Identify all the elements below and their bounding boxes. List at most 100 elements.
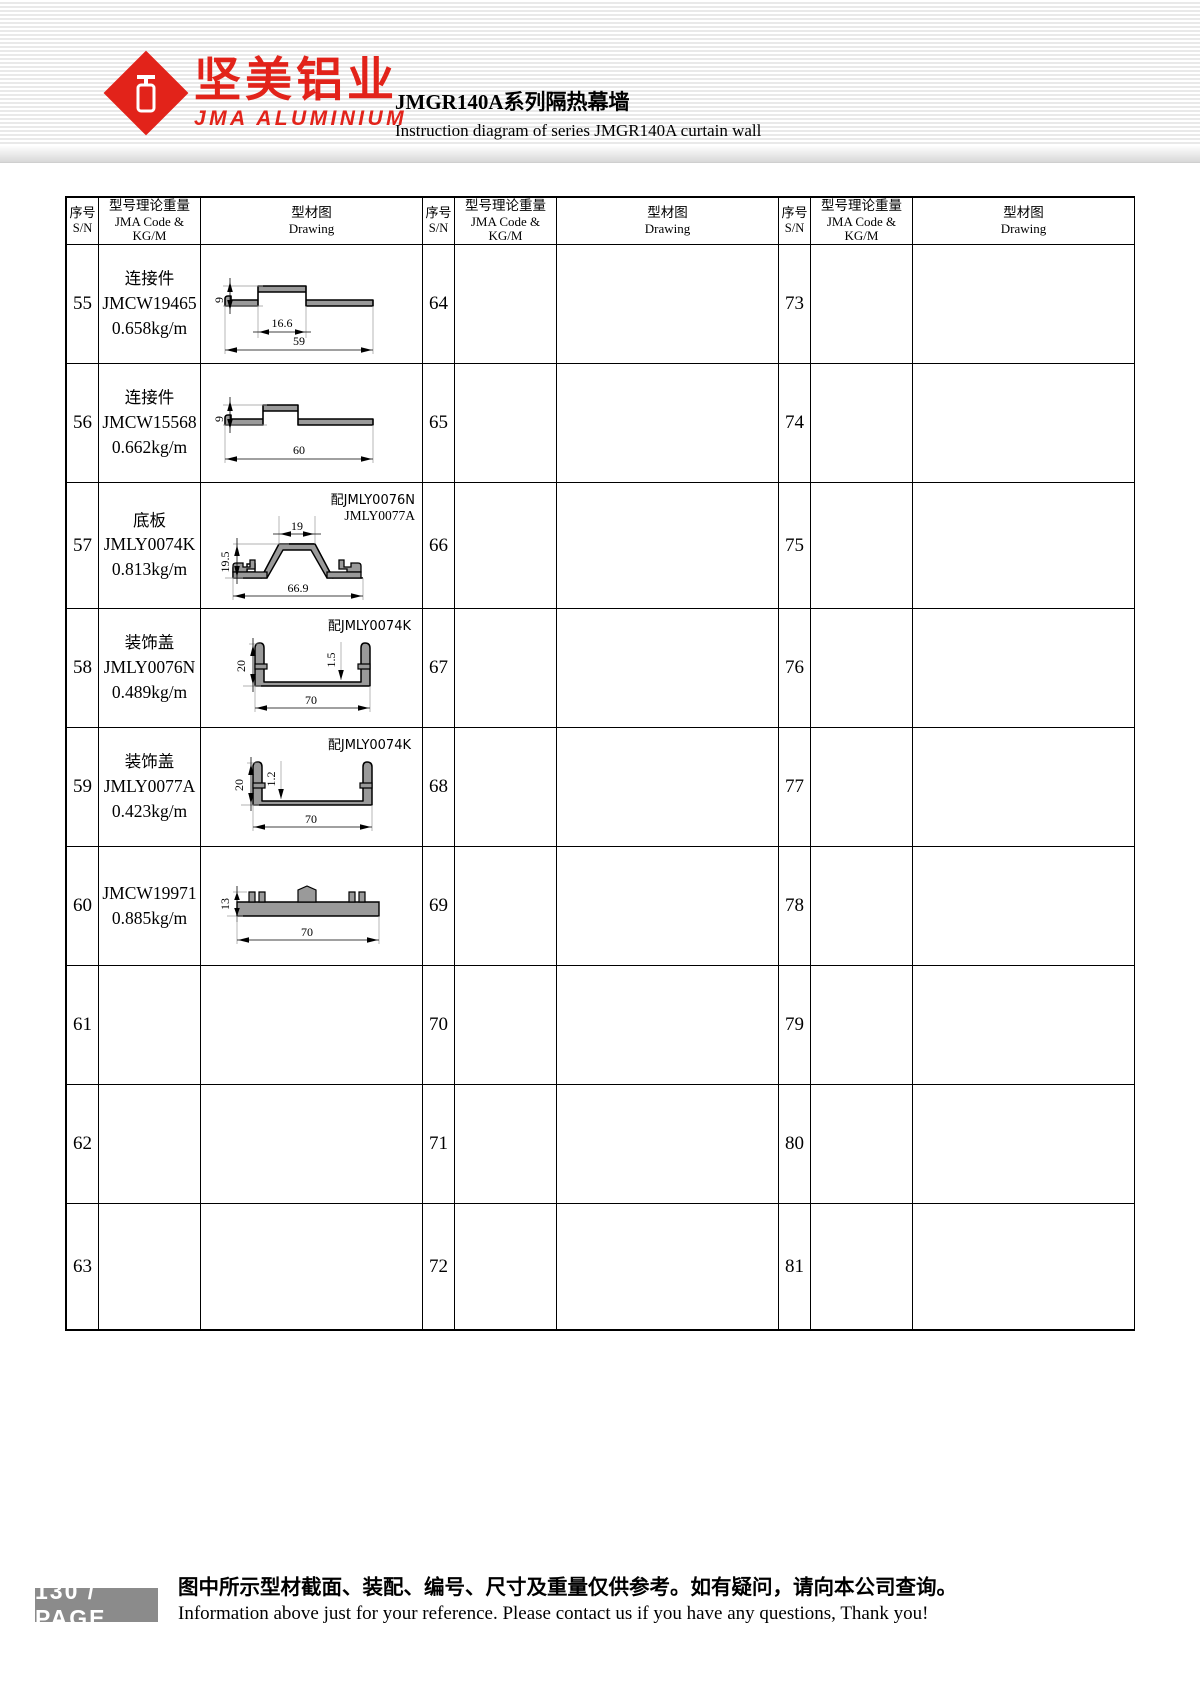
sn-74: 74 [778, 363, 811, 483]
profile-table: 序号 S/N 型号理论重量 JMA Code & KG/M 型材图 Drawin… [66, 197, 1135, 1330]
drawing-58: 配JMLY0074K 20 1.5 [200, 608, 423, 728]
page-footer: 130 / PAGE 图中所示型材截面、装配、编号、尺寸及重量仅供参考。如有疑问… [35, 1570, 1165, 1631]
profile-drawing-60: 13 70 [218, 885, 380, 944]
dim-t-59: 1.2 [264, 772, 278, 787]
logo-text-en: JMA ALUMINIUM [194, 107, 407, 130]
page-title: JMGR140A系列隔热幕墙 Instruction diagram of se… [395, 86, 761, 141]
code-55: 连接件 JMCW19465 0.658kg/m [98, 244, 201, 364]
profile-code-57: JMLY0074K [103, 534, 196, 555]
drawing-80 [912, 1084, 1135, 1204]
code-71 [454, 1084, 557, 1204]
drawing-70 [556, 965, 779, 1085]
profile-weight-55: 0.658kg/m [111, 317, 188, 338]
header-code-2: 型号理论重量 JMA Code & KG/M [454, 197, 557, 245]
table-row: 63 72 81 [66, 1203, 1135, 1330]
dim-w-55: 59 [293, 334, 305, 348]
dim-w-56: 60 [293, 443, 305, 457]
table-row: 56 连接件 JMCW15568 0.662kg/m 9 [66, 363, 1135, 483]
page-title-en: Instruction diagram of series JMGR140A c… [395, 121, 762, 140]
profile-code-55: JMCW19465 [102, 292, 197, 313]
sn-76: 76 [778, 608, 811, 728]
profile-drawing-56: 9 60 [212, 397, 374, 463]
note-58-1: 配JMLY0074K [327, 619, 411, 634]
header-drawing-en: Drawing [288, 220, 335, 236]
profile-code-56: JMCW15568 [102, 411, 197, 432]
table-header-row: 序号 S/N 型号理论重量 JMA Code & KG/M 型材图 Drawin… [66, 197, 1135, 245]
table-row: 55 连接件 JMCW19465 0.658kg/m 9 [66, 244, 1135, 364]
drawing-73 [912, 244, 1135, 364]
dim-top-57: 19 [291, 519, 303, 533]
jma-logo-glyph [136, 75, 156, 113]
sn-59: 59 [66, 727, 99, 847]
table-row: 61 70 79 [66, 965, 1135, 1085]
code-76 [810, 608, 913, 728]
code-74 [810, 363, 913, 483]
profile-name-58: 装饰盖 [124, 633, 175, 653]
code-64 [454, 244, 557, 364]
sn-66: 66 [422, 482, 455, 609]
page-title-cn: JMGR140A系列隔热幕墙 [395, 90, 630, 114]
drawing-55: 9 16.6 59 [200, 244, 423, 364]
dim-h-58: 20 [234, 660, 248, 672]
profile-weight-59: 0.423kg/m [111, 800, 188, 821]
note-59-1: 配JMLY0074K [327, 738, 411, 753]
code-69 [454, 846, 557, 966]
code-68 [454, 727, 557, 847]
code-72 [454, 1203, 557, 1330]
header-code-en: JMA Code & KG/M [114, 213, 185, 243]
header-sn-2: 序号 S/N [422, 197, 455, 245]
drawing-67 [556, 608, 779, 728]
sn-75: 75 [778, 482, 811, 609]
sn-71: 71 [422, 1084, 455, 1204]
profile-drawing-59: 配JMLY0074K 20 1.2 [232, 738, 411, 831]
code-58: 装饰盖 JMLY0076N 0.489kg/m [98, 608, 201, 728]
jma-diamond-icon [103, 50, 189, 136]
dim-w-60: 70 [301, 925, 313, 939]
drawing-56: 9 60 [200, 363, 423, 483]
header-sn-1: 序号 S/N [66, 197, 99, 245]
sn-61: 61 [66, 965, 99, 1085]
sn-60: 60 [66, 846, 99, 966]
sn-57: 57 [66, 482, 99, 609]
drawing-69 [556, 846, 779, 966]
code-67 [454, 608, 557, 728]
drawing-79 [912, 965, 1135, 1085]
profile-weight-58: 0.489kg/m [111, 681, 188, 702]
sn-69: 69 [422, 846, 455, 966]
code-65 [454, 363, 557, 483]
code-63 [98, 1203, 201, 1330]
header-sn-en: S/N [72, 220, 93, 235]
profile-name-59: 装饰盖 [124, 752, 175, 772]
profile-weight-56: 0.662kg/m [111, 436, 188, 457]
header-drawing-1: 型材图 Drawing [200, 197, 423, 245]
sn-72: 72 [422, 1203, 455, 1330]
code-66 [454, 482, 557, 609]
dim-inner-55: 16.6 [271, 316, 292, 330]
profile-weight-60: 0.885kg/m [111, 908, 188, 928]
header-code-cn: 型号理论重量 [109, 198, 190, 215]
drawing-76 [912, 608, 1135, 728]
footer-disclaimer: 图中所示型材截面、装配、编号、尺寸及重量仅供参考。如有疑问，请向本公司查询。 I… [178, 1570, 957, 1625]
profile-drawing-58: 配JMLY0074K 20 1.5 [234, 619, 411, 712]
profile-drawing-57: 配JMLY0076N JMLY0077A 19 [218, 493, 415, 600]
header-code-3: 型号理论重量 JMA Code & KG/M [810, 197, 913, 245]
sn-80: 80 [778, 1084, 811, 1204]
page-header-band: 坚美铝业 JMA ALUMINIUM JMGR140A系列隔热幕墙 Instru… [0, 0, 1200, 163]
drawing-68 [556, 727, 779, 847]
dim-w-59: 70 [305, 812, 317, 826]
dim-h-59: 20 [232, 779, 246, 791]
code-56: 连接件 JMCW15568 0.662kg/m [98, 363, 201, 483]
table-row: 57 底板 JMLY0074K 0.813kg/m 配JMLY0076N JML… [66, 482, 1135, 609]
code-70 [454, 965, 557, 1085]
code-59: 装饰盖 JMLY0077A 0.423kg/m [98, 727, 201, 847]
note-57-2: JMLY0077A [344, 508, 415, 523]
code-57: 底板 JMLY0074K 0.813kg/m [98, 482, 201, 609]
logo-text-cn: 坚美铝业 [194, 53, 398, 108]
drawing-66 [556, 482, 779, 609]
sn-56: 56 [66, 363, 99, 483]
drawing-72 [556, 1203, 779, 1330]
header-drawing-cn: 型材图 [291, 205, 332, 222]
table-row: 62 71 80 [66, 1084, 1135, 1204]
dim-h-57: 19.5 [218, 551, 232, 572]
dim-t-58: 1.5 [324, 653, 338, 668]
